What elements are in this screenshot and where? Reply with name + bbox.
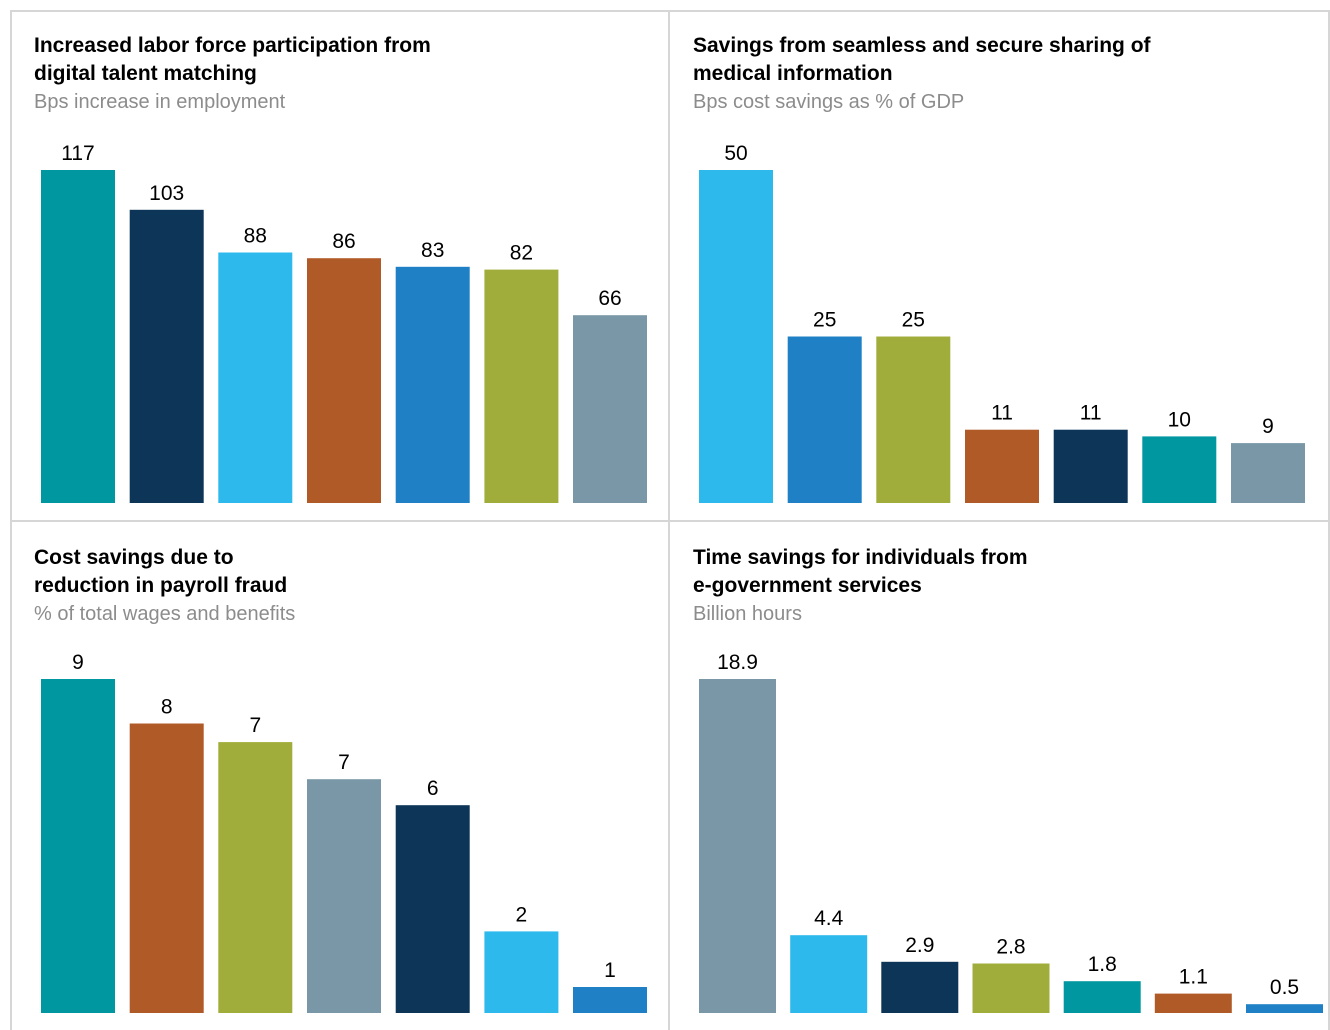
bar-value-label: 18.9 — [717, 651, 758, 674]
bar-chart-labor-force: 117 103 88 86 83 82 66 — [41, 142, 647, 504]
bar — [484, 931, 559, 1013]
bar-value-label: 82 — [510, 242, 533, 265]
bar-value-label: 88 — [244, 225, 267, 248]
bar-value-label: 0.5 — [1270, 976, 1299, 999]
bar — [395, 805, 470, 1013]
bar — [790, 935, 868, 1013]
bar-chart-medical-information: 50 25 25 11 11 10 9 — [699, 142, 1305, 503]
chart-subtitle: Bps cost savings as % of GDP — [693, 91, 965, 113]
bar — [307, 779, 381, 1013]
bar-value-label: 11 — [991, 402, 1013, 425]
bar-value-label: 6 — [427, 777, 439, 800]
bar-value-label: 25 — [813, 309, 836, 332]
chart-title: Cost savings due to reduction in payroll… — [34, 544, 287, 600]
bar — [218, 252, 293, 503]
bar-value-label: 117 — [61, 142, 94, 165]
bar-value-label: 2.8 — [996, 936, 1025, 959]
bar-value-label: 8 — [161, 696, 173, 719]
chart-title-line: digital talent matching — [34, 62, 257, 85]
bar — [965, 429, 1039, 503]
chart-subtitle: Billion hours — [693, 603, 802, 625]
bar-value-label: 11 — [1080, 402, 1102, 425]
chart-title-line: Savings from seamless and secure sharing… — [693, 34, 1151, 57]
chart-title-line: reduction in payroll fraud — [34, 574, 288, 597]
chart-title: Time savings for individuals from e-gove… — [693, 544, 1028, 600]
bar — [1246, 1004, 1323, 1013]
bar — [876, 336, 951, 503]
bar — [972, 963, 1050, 1013]
chart-title: Increased labor force participation from… — [34, 32, 431, 88]
bar-value-label: 66 — [598, 287, 621, 310]
bar — [1063, 981, 1141, 1013]
bar — [129, 723, 204, 1013]
bar — [1142, 436, 1217, 503]
bar — [699, 170, 773, 503]
bar — [1154, 993, 1232, 1013]
chart-title-line: e-government services — [693, 574, 922, 597]
bar — [218, 742, 293, 1013]
chart-subtitle: Bps increase in employment — [34, 91, 286, 113]
bar-value-label: 2 — [516, 903, 528, 926]
bar-value-label: 9 — [1262, 415, 1274, 438]
bar — [787, 336, 862, 503]
chart-title-line: medical information — [693, 62, 893, 85]
bar — [395, 266, 470, 503]
chart-subtitle: % of total wages and benefits — [34, 603, 296, 625]
bar — [41, 679, 115, 1013]
bar — [41, 170, 115, 503]
panel-divider-horizontal — [10, 520, 1330, 522]
bar-value-label: 103 — [149, 182, 184, 205]
chart-title-line: Time savings for individuals from — [693, 546, 1028, 569]
bar-value-label: 25 — [902, 309, 925, 332]
bar — [573, 987, 647, 1013]
bar-value-label: 86 — [332, 230, 355, 253]
bar-value-label: 7 — [249, 714, 261, 737]
bar-value-label: 4.4 — [814, 907, 844, 930]
chart-title: Savings from seamless and secure sharing… — [693, 32, 1151, 88]
bar-value-label: 83 — [421, 239, 444, 262]
bar — [484, 269, 559, 503]
chart-title-line: Increased labor force participation from — [34, 34, 431, 57]
bar — [573, 315, 647, 503]
bar — [881, 961, 959, 1013]
bar — [1053, 429, 1128, 503]
bar — [699, 679, 776, 1013]
bar-chart-payroll-fraud: 9 8 7 7 6 2 1 — [41, 651, 647, 1013]
bar-value-label: 1 — [604, 959, 616, 982]
bar-value-label: 50 — [724, 142, 747, 165]
bar-value-label: 1.1 — [1179, 966, 1208, 989]
bar-value-label: 9 — [72, 651, 84, 674]
bar-value-label: 7 — [338, 751, 350, 774]
chart-title-line: Cost savings due to — [34, 546, 234, 569]
bar — [307, 258, 381, 503]
bar-value-label: 10 — [1168, 408, 1191, 431]
bar-value-label: 2.9 — [905, 934, 934, 957]
frame-top-border — [10, 10, 1330, 12]
bar-value-label: 1.8 — [1088, 953, 1117, 976]
bar — [129, 209, 204, 504]
bar — [1231, 443, 1305, 503]
